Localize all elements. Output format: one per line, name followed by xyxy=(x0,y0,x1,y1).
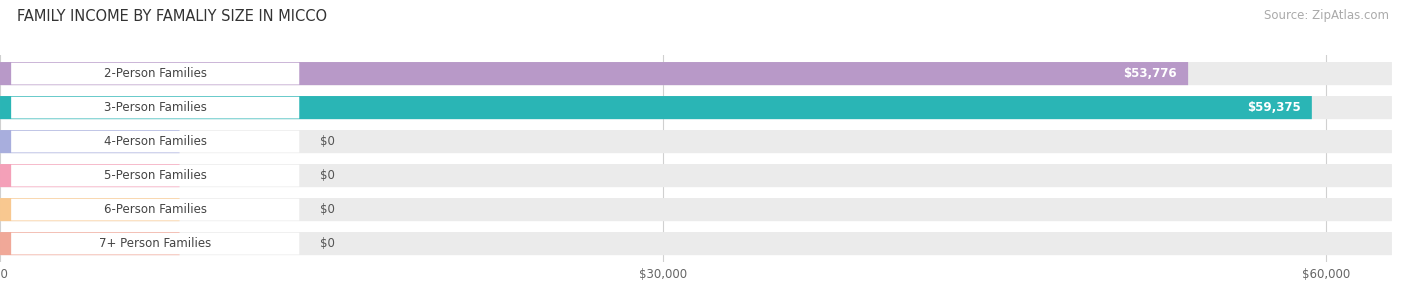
Text: 3-Person Families: 3-Person Families xyxy=(104,101,207,114)
Text: 4-Person Families: 4-Person Families xyxy=(104,135,207,148)
FancyBboxPatch shape xyxy=(0,130,180,153)
Text: $0: $0 xyxy=(321,203,335,216)
Text: $0: $0 xyxy=(321,135,335,148)
Text: $0: $0 xyxy=(321,237,335,250)
Text: 2-Person Families: 2-Person Families xyxy=(104,67,207,80)
FancyBboxPatch shape xyxy=(11,165,299,186)
FancyBboxPatch shape xyxy=(0,164,180,187)
Text: 5-Person Families: 5-Person Families xyxy=(104,169,207,182)
FancyBboxPatch shape xyxy=(0,232,180,255)
Text: 6-Person Families: 6-Person Families xyxy=(104,203,207,216)
Text: 7+ Person Families: 7+ Person Families xyxy=(98,237,211,250)
FancyBboxPatch shape xyxy=(11,131,299,152)
FancyBboxPatch shape xyxy=(11,199,299,221)
FancyBboxPatch shape xyxy=(11,63,299,84)
FancyBboxPatch shape xyxy=(0,96,1312,119)
FancyBboxPatch shape xyxy=(0,62,1188,85)
FancyBboxPatch shape xyxy=(0,96,1392,119)
FancyBboxPatch shape xyxy=(0,62,1392,85)
FancyBboxPatch shape xyxy=(0,130,1392,153)
FancyBboxPatch shape xyxy=(0,198,1392,221)
Text: $53,776: $53,776 xyxy=(1123,67,1177,80)
Text: Source: ZipAtlas.com: Source: ZipAtlas.com xyxy=(1264,9,1389,22)
FancyBboxPatch shape xyxy=(0,232,1392,255)
FancyBboxPatch shape xyxy=(11,233,299,254)
FancyBboxPatch shape xyxy=(0,164,1392,187)
Text: $0: $0 xyxy=(321,169,335,182)
FancyBboxPatch shape xyxy=(11,97,299,118)
Text: $59,375: $59,375 xyxy=(1247,101,1301,114)
FancyBboxPatch shape xyxy=(0,198,180,221)
Text: FAMILY INCOME BY FAMALIY SIZE IN MICCO: FAMILY INCOME BY FAMALIY SIZE IN MICCO xyxy=(17,9,328,24)
